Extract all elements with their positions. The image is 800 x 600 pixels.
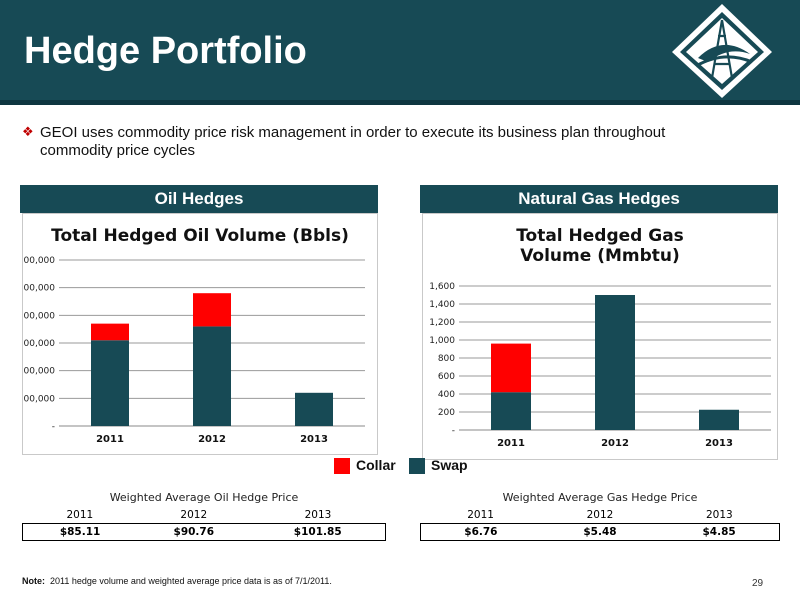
gas-year-2013: 2013: [705, 509, 733, 521]
oil-y-tick-label: 500,000: [23, 284, 55, 294]
oil-price-title: Weighted Average Oil Hedge Price: [109, 491, 299, 504]
swap-swatch: [409, 458, 425, 475]
page-number: 29: [752, 578, 764, 589]
oil-x-tick-label: 2011: [96, 434, 124, 445]
collar-swatch: [334, 458, 350, 475]
oil-bar-swap-2013: [295, 392, 333, 426]
page-title: Hedge Portfolio: [24, 30, 307, 72]
gas-bar-collar-2011: [491, 343, 531, 393]
legend-swap: Swap: [409, 457, 468, 475]
gas-x-tick-label: 2013: [705, 438, 733, 449]
gas-price-table: 2011 2012 2013 $6.76 $5.48 $4.85: [419, 507, 781, 541]
header-divider: [0, 100, 800, 105]
footnote: Note: 2011 hedge volume and weighted ave…: [22, 576, 332, 586]
oil-y-tick-label: 100,000: [23, 394, 55, 404]
gas-price-2011: $6.76: [419, 523, 541, 541]
gas-year-2012: 2012: [586, 509, 614, 521]
gas-y-tick-label: 1,200: [429, 318, 455, 328]
gas-bar-swap-2012: [595, 295, 635, 430]
oil-price-2011: $85.11: [22, 523, 138, 541]
bullet-diamond-icon: ❖: [22, 124, 34, 139]
gas-chart: - 200 400 600 800 1,000 1,200 1,400 1,600 2011 201…: [429, 282, 771, 449]
oil-y-tick-label: -: [52, 422, 55, 432]
gas-y-tick-label: 1,400: [429, 300, 455, 310]
oil-y-tick-label: 300,000: [23, 339, 55, 349]
oil-hedges-header: Oil Hedges: [20, 185, 378, 213]
legend-collar-label: Collar: [356, 457, 396, 473]
oil-y-tick-label: 600,000: [23, 256, 55, 266]
oil-y-tick-label: 400,000: [23, 311, 55, 321]
oil-x-tick-label: 2013: [300, 434, 328, 445]
gas-price-title: Weighted Average Gas Hedge Price: [502, 491, 698, 504]
gas-chart-title: Total Hedged Gas Volume (Mmbtu): [516, 226, 684, 266]
oil-bar-swap-2012: [193, 326, 231, 426]
oil-chart: - 100,000 200,000 300,000 400,000 500,000 600,…: [23, 256, 365, 445]
legend-collar: Collar: [334, 457, 396, 475]
footnote-text: 2011 hedge volume and weighted average p…: [50, 576, 332, 586]
oil-year-2012: 2012: [180, 509, 208, 521]
oil-price-table: 2011 2012 2013 $85.11 $90.76 $101.85: [22, 507, 387, 541]
oil-year-2011: 2011: [66, 509, 94, 521]
gas-y-tick-label: 1,600: [429, 282, 455, 292]
bullet-text: GEOI uses commodity price risk managemen…: [40, 124, 666, 159]
gas-y-tick-label: 200: [438, 408, 455, 418]
oil-x-tick-label: 2012: [198, 434, 226, 445]
oil-bar-collar-2011: [91, 323, 129, 341]
gas-y-tick-label: 1,000: [429, 336, 455, 346]
gas-price-2012: $5.48: [540, 523, 660, 541]
oil-bar-swap-2011: [91, 340, 129, 426]
company-logo-icon: [672, 4, 772, 98]
gas-y-tick-label: 400: [438, 390, 455, 400]
oil-chart-box: Total Hedged Oil Volume (Bbls) - 100,000 2…: [22, 213, 378, 455]
oil-y-tick-label: 200,000: [23, 367, 55, 377]
gas-bar-swap-2013: [699, 409, 739, 430]
oil-bar-collar-2012: [193, 293, 231, 327]
oil-chart-title: Total Hedged Oil Volume (Bbls): [51, 226, 349, 246]
oil-price-2012: $90.76: [137, 523, 251, 541]
gas-x-tick-label: 2012: [601, 438, 629, 449]
legend-swap-label: Swap: [431, 457, 468, 473]
footnote-label: Note:: [22, 576, 45, 586]
header-bar: [0, 0, 800, 100]
gas-bar-swap-2011: [491, 392, 531, 430]
oil-year-2013: 2013: [304, 509, 332, 521]
gas-hedges-header: Natural Gas Hedges: [420, 185, 778, 213]
oil-price-2013: $101.85: [250, 523, 387, 541]
gas-y-tick-label: 800: [438, 354, 455, 364]
gas-y-tick-label: -: [452, 426, 455, 436]
gas-chart-box: Total Hedged Gas Volume (Mmbtu) - 200 400 6…: [422, 213, 778, 460]
gas-price-2013: $4.85: [659, 523, 781, 541]
gas-y-tick-label: 600: [438, 372, 455, 382]
gas-x-tick-label: 2011: [497, 438, 525, 449]
gas-year-2011: 2011: [467, 509, 494, 521]
